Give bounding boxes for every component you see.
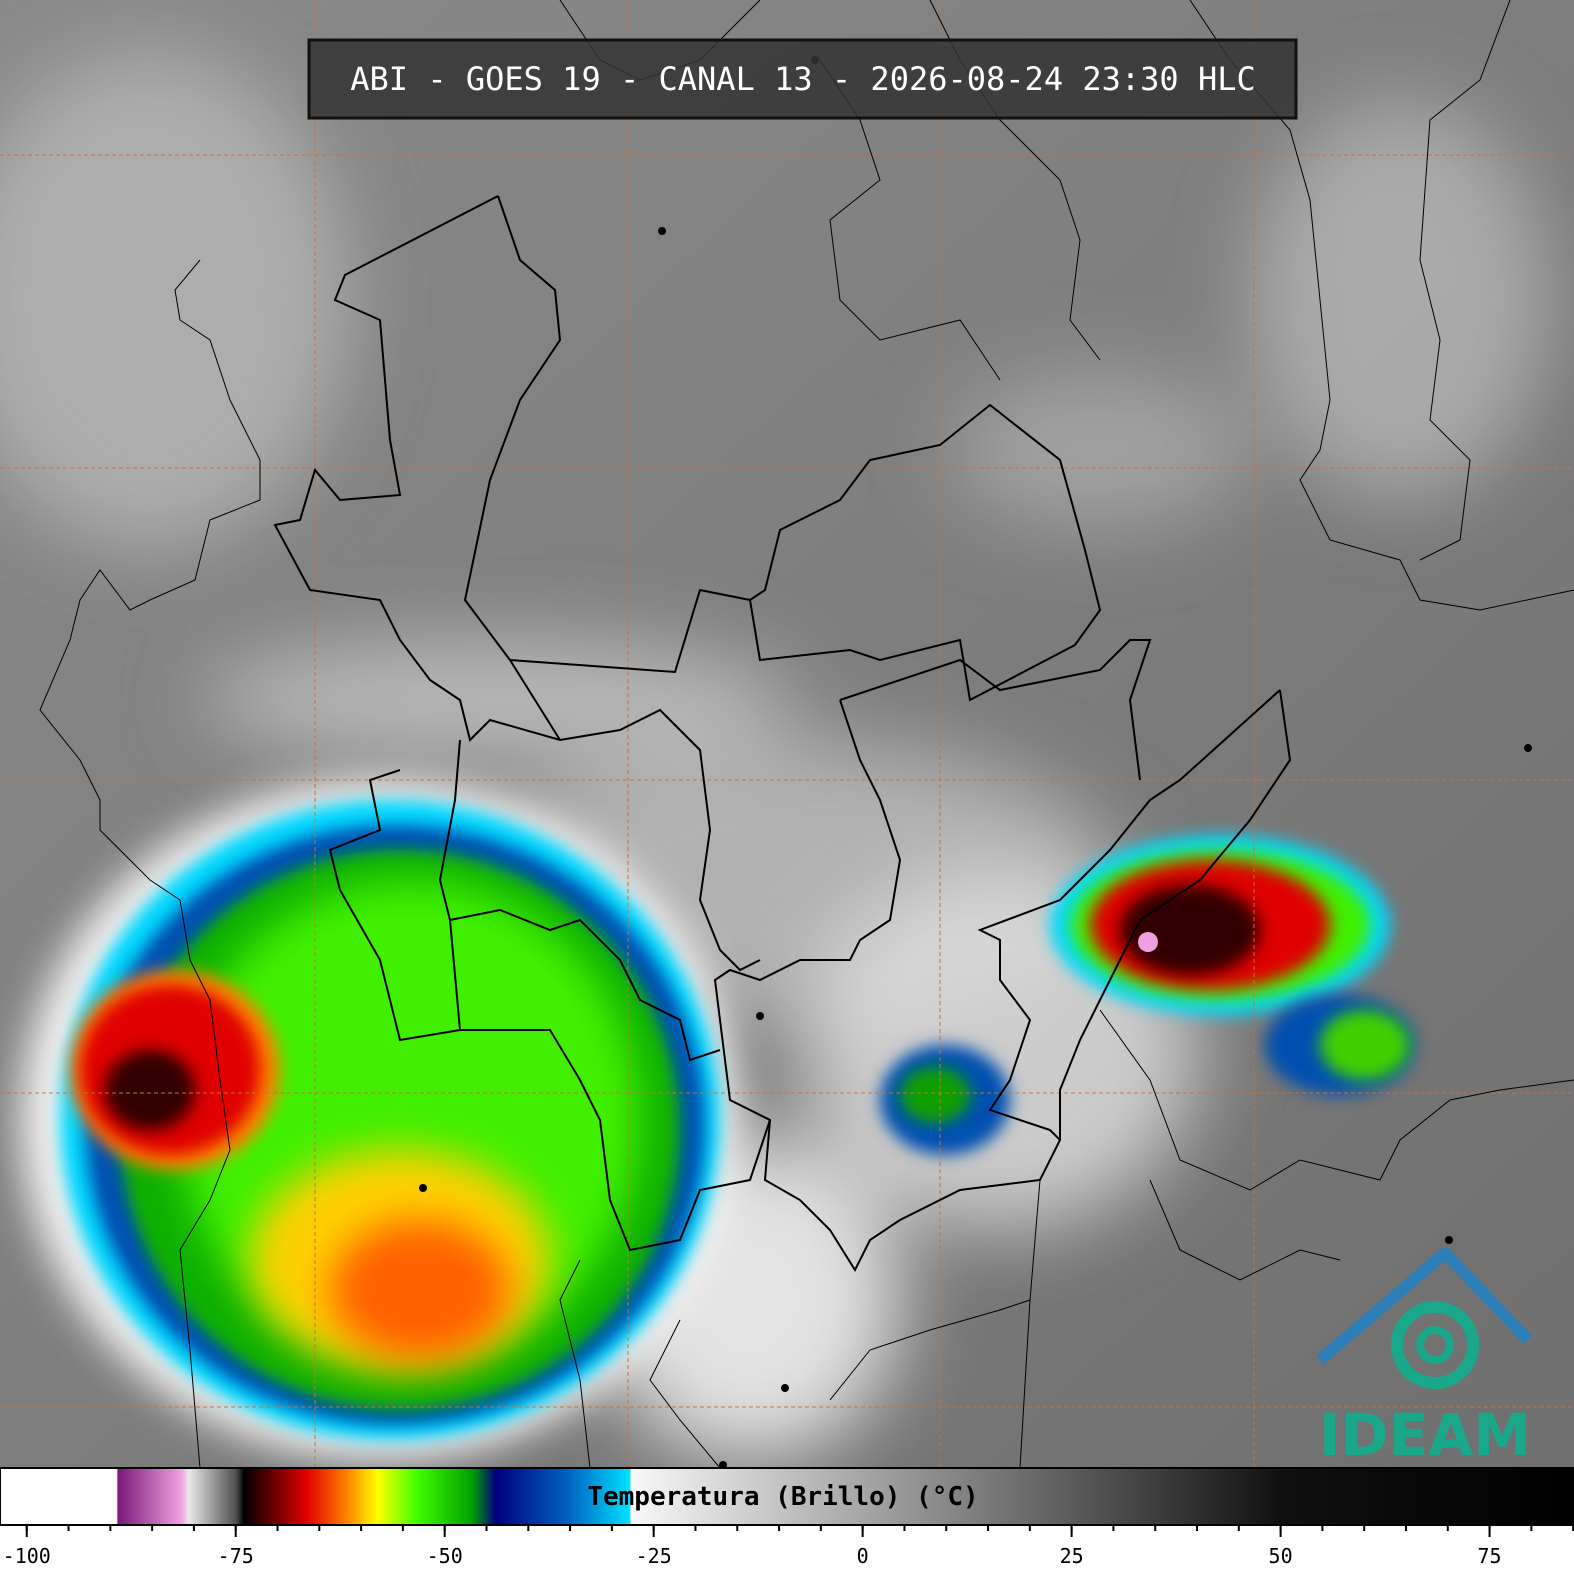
tick-label: -75 xyxy=(218,1544,254,1568)
sub-boundaries xyxy=(39,0,1574,1469)
logo: IDEAM xyxy=(1316,1247,1533,1469)
tick-label: -50 xyxy=(427,1544,463,1568)
boundaries xyxy=(273,195,1292,1273)
colorbar-label: Temperatura (Brillo) (°C) xyxy=(587,1482,978,1512)
title-box: ABI - GOES 19 - CANAL 13 - 2026-08-24 23… xyxy=(307,38,1298,120)
storm-east xyxy=(880,835,1415,1155)
logo-text: IDEAM xyxy=(1319,1401,1531,1469)
tick-label: 50 xyxy=(1269,1544,1293,1568)
tick-label: -100 xyxy=(3,1544,51,1568)
lat-lon-grid xyxy=(0,0,1574,1468)
tick-label: -25 xyxy=(636,1544,672,1568)
title: ABI - GOES 19 - CANAL 13 - 2026-08-24 23… xyxy=(350,60,1255,98)
tick-label: 75 xyxy=(1478,1544,1502,1568)
storm-west xyxy=(20,780,740,1460)
tick-label: 25 xyxy=(1060,1544,1084,1568)
tick-label: 0 xyxy=(857,1544,869,1568)
colorbar-ticks: -100 -75 -50 -25 0 25 50 75 xyxy=(3,1525,1574,1568)
colorbar xyxy=(0,1467,1574,1526)
